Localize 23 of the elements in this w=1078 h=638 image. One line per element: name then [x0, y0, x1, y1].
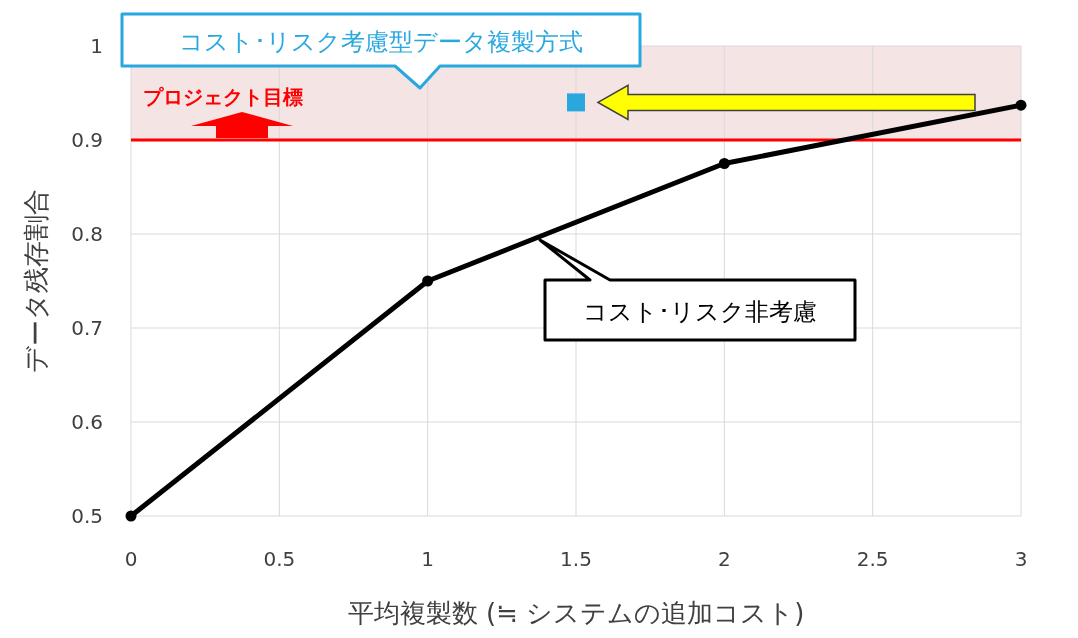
point — [1015, 99, 1027, 111]
point — [567, 93, 585, 112]
y-axis-title: データ残存割合 — [21, 189, 51, 373]
point — [125, 510, 137, 522]
y-tick-label: 0.5 — [71, 504, 103, 528]
x-tick-label: 0.5 — [263, 547, 296, 571]
x-tick-label: 2 — [717, 547, 731, 571]
x-tick-label: 1.5 — [560, 547, 592, 571]
x-tick-label: 0 — [124, 547, 138, 571]
x-tick-label: 1 — [421, 547, 435, 571]
point — [422, 275, 434, 287]
x-axis-title: 平均複製数 (≒ システムの追加コスト) — [347, 598, 805, 628]
y-tick-label: 0.8 — [71, 222, 103, 246]
text: コスト･リスク非考慮 — [583, 298, 817, 326]
x-tick-label: 3 — [1014, 547, 1028, 571]
y-tick-label: 1 — [90, 34, 103, 58]
y-tick-label: 0.6 — [71, 410, 103, 434]
ref-line-label: プロジェクト目標 — [143, 85, 303, 109]
y-tick-label: 0.7 — [71, 316, 103, 340]
y-tick-label: 0.9 — [71, 128, 103, 152]
series-label: コスト･リスク考慮型データ複製方式 — [179, 28, 583, 56]
point — [718, 158, 730, 169]
x-tick-label: 2.5 — [856, 547, 889, 571]
